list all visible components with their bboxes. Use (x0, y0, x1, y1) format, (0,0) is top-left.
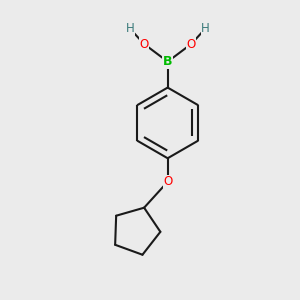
Text: O: O (187, 38, 196, 50)
Text: H: H (201, 22, 210, 35)
Text: O: O (140, 38, 149, 50)
Text: H: H (126, 22, 134, 35)
Text: O: O (163, 175, 172, 188)
Text: B: B (163, 55, 172, 68)
